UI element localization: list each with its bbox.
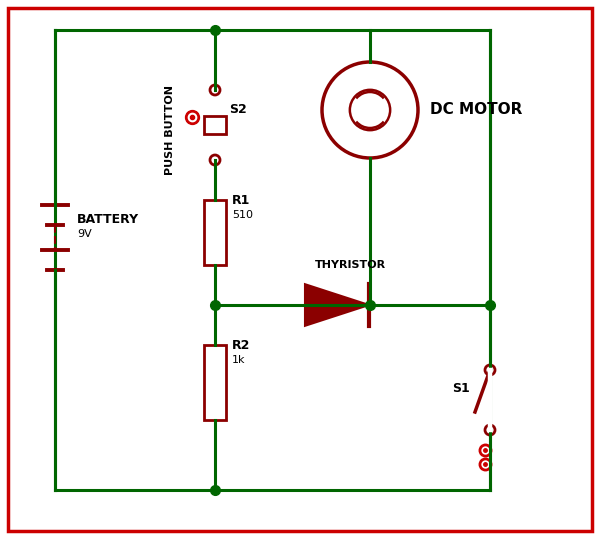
Text: S2: S2 — [229, 103, 247, 116]
Text: R2: R2 — [232, 339, 250, 352]
Text: 510: 510 — [232, 210, 253, 220]
Text: BATTERY: BATTERY — [77, 213, 139, 226]
Text: 1k: 1k — [232, 355, 245, 365]
Text: THYRISTOR: THYRISTOR — [315, 260, 386, 270]
Text: S1: S1 — [452, 382, 470, 395]
Bar — [204, 345, 226, 420]
Bar — [204, 200, 226, 265]
Text: R1: R1 — [232, 194, 250, 207]
Text: PUSH BUTTON: PUSH BUTTON — [165, 85, 175, 175]
Polygon shape — [305, 284, 369, 326]
Text: DC MOTOR: DC MOTOR — [430, 102, 523, 118]
Bar — [204, 116, 226, 134]
Text: 9V: 9V — [77, 229, 92, 239]
